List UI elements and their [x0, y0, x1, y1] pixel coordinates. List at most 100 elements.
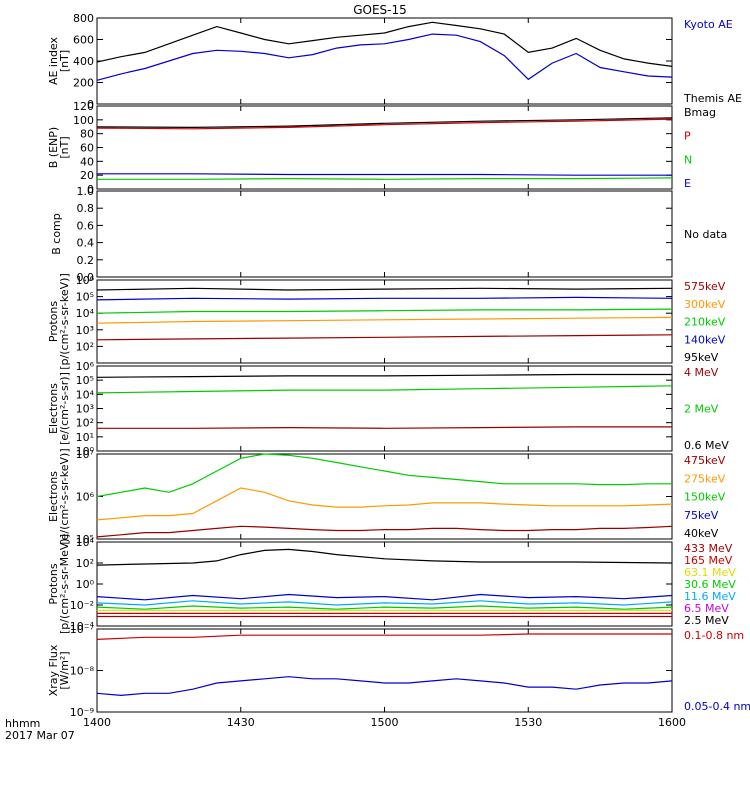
panel-frame — [96, 628, 673, 713]
legend-entry: Bmag — [684, 106, 716, 119]
legend-entry: 2.5 MeV — [684, 614, 729, 627]
legend-entry: 95keV — [684, 351, 719, 364]
series-line-95kev — [96, 334, 673, 341]
y-tick-label: 10⁶ — [76, 360, 95, 373]
series-line-140kev — [96, 316, 673, 324]
y-tick-label: 10⁻⁹ — [70, 706, 94, 719]
legend-entry: 40keV — [684, 527, 719, 540]
legend-entry: N — [684, 153, 692, 166]
series-line-475kev — [96, 453, 672, 498]
y-tick-label: 10⁶ — [76, 274, 95, 287]
y-axis-label: Electrons — [47, 471, 60, 522]
y-tick-label: 80 — [80, 128, 94, 141]
legend-entry: 150keV — [684, 491, 726, 504]
x-tick-label: 1530 — [514, 716, 542, 729]
series-line-n — [97, 177, 673, 180]
legend-entry: 4 MeV — [684, 366, 719, 379]
x-tick-label: 1430 — [227, 716, 255, 729]
y-tick-label: 200 — [73, 77, 94, 90]
series-line-300kev — [96, 296, 673, 301]
y-tick-label: 0.8 — [77, 202, 95, 215]
panel-bcomp: 0.0 0.2 0.4 0.6 0.8 1.0 B comp No data — [50, 185, 727, 284]
footer-time-label: hhmm — [5, 717, 40, 730]
y-axis-label: AE index — [47, 36, 60, 85]
y-tick-label: 10⁷ — [76, 448, 94, 461]
x-tick-label: 1400 — [83, 716, 111, 729]
legend-entry: 0.6 MeV — [684, 439, 729, 452]
legend-entry: 575keV — [684, 280, 726, 293]
y-tick-label: 0 — [87, 98, 94, 111]
legend-entry: 275keV — [684, 472, 726, 485]
legend-entry: 63.1 MeV — [684, 566, 736, 579]
y-tick-label: 600 — [73, 34, 94, 47]
y-tick-label: 0.2 — [77, 254, 95, 267]
y-tick-label: 10⁻⁸ — [70, 665, 95, 678]
series-line-p — [96, 118, 673, 130]
y-axis-label: Protons — [47, 301, 60, 342]
y-tick-label: 10² — [76, 340, 94, 353]
legend-entry: No data — [684, 228, 727, 241]
series-line-0-05-0-4-nm — [96, 676, 673, 697]
y-tick-label: 10⁻² — [70, 599, 94, 612]
legend-entry: 11.6 MeV — [684, 590, 736, 603]
series-line-0-6-mev — [97, 426, 672, 429]
y-axis-label: B comp — [50, 213, 63, 255]
y-tick-label: 100 — [73, 114, 94, 127]
y-tick-label: 60 — [80, 142, 94, 155]
panel-electrons2: 10⁵ 10⁶ 10⁷ Electrons[e/(cm²-s-sr-keV)] 475k… — [47, 448, 726, 546]
series-line-150kev — [96, 487, 673, 521]
legend-entry: 475keV — [684, 454, 726, 467]
y-tick-label: 10⁻⁴ — [70, 620, 95, 633]
y-axis-label: [e/(cm²-s-sr)] — [58, 372, 71, 445]
series-line-40kev — [96, 525, 673, 538]
legend-entry: 0.05-0.4 nm — [684, 700, 750, 713]
x-tick-label: 1500 — [371, 716, 399, 729]
y-axis-label: Protons — [47, 563, 60, 604]
series-line-e — [97, 173, 672, 176]
y-axis-label: [e/(cm²-s-sr-keV)] — [58, 448, 71, 544]
footer-date-label: 2017 Mar 07 — [5, 729, 75, 742]
y-axis-label: B (ENP) — [47, 127, 60, 168]
y-axis-label: Xray Flux — [47, 644, 60, 696]
panel-frame — [96, 190, 673, 278]
y-tick-label: 10⁵ — [76, 533, 94, 546]
y-tick-label: 10⁴ — [76, 307, 95, 320]
y-tick-label: 20 — [80, 169, 94, 182]
y-tick-label: 0.4 — [77, 237, 95, 250]
y-tick-label: 1.0 — [77, 185, 95, 198]
y-tick-label: 10⁵ — [76, 291, 94, 304]
legend-entry: 75keV — [684, 509, 719, 522]
y-tick-label: 800 — [73, 12, 94, 25]
legend-entry: Kyoto AE — [684, 18, 733, 31]
legend-entry: 30.6 MeV — [684, 578, 736, 591]
panel-protons2: 10⁻⁴ 10⁻² 10⁰ 10² 10⁴ Protons[p/(cm²-s-sr-MeV… — [47, 534, 736, 634]
legend-entry: E — [684, 177, 691, 190]
legend-entry: 0.1-0.8 nm — [684, 629, 744, 642]
series-line-themis-ae — [96, 21, 673, 67]
legend-entry: 165 MeV — [684, 554, 733, 567]
y-axis-label: [p/(cm²-s-sr-keV)] — [58, 273, 71, 370]
legend-entry: 300keV — [684, 298, 726, 311]
y-axis-label: [nT] — [58, 136, 71, 158]
series-line-165-mev — [96, 593, 673, 601]
y-tick-label: 10² — [76, 417, 94, 430]
y-tick-label: 0.6 — [77, 219, 95, 232]
series-line-210kev — [96, 308, 673, 314]
y-axis-label: Electrons — [47, 383, 60, 434]
legend-entry: Themis AE — [683, 92, 742, 105]
legend-entry: 140keV — [684, 333, 726, 346]
y-tick-label: 10⁻⁷ — [70, 623, 94, 636]
y-tick-label: 40 — [80, 155, 94, 168]
panel-protons1: 10² 10³ 10⁴ 10⁵ 10⁶ Protons[p/(cm²-s-sr-keV)]… — [47, 273, 726, 370]
series-line-575kev — [96, 287, 673, 291]
panel-ae: 0 200 400 600 800 AE index[nT] Kyoto AE Themis … — [47, 12, 742, 111]
legend-entry: 433 MeV — [684, 542, 733, 555]
y-tick-label: 120 — [73, 100, 94, 113]
series-line-2-mev — [96, 385, 673, 394]
panel-frame — [96, 365, 673, 452]
y-tick-label: 10⁰ — [76, 578, 95, 591]
plot-title: GOES-15 — [353, 3, 407, 17]
